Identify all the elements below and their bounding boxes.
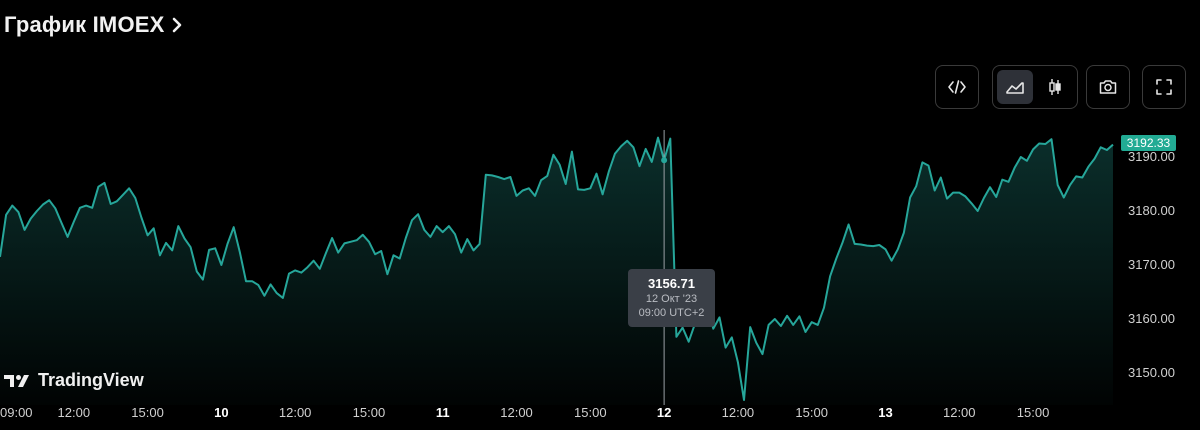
x-tick-label: 15:00: [353, 405, 386, 420]
y-tick-label: 3180.00: [1128, 203, 1175, 218]
chart-title-link[interactable]: График IMOEX: [4, 12, 183, 38]
crosshair-point: [661, 157, 668, 164]
chart-type-switcher: [992, 65, 1078, 109]
tradingview-logo-icon: [4, 374, 29, 387]
chevron-right-icon: [172, 17, 181, 33]
snapshot-button[interactable]: [1086, 65, 1130, 109]
x-tick-label: 10: [214, 405, 228, 420]
series-line: [0, 136, 1114, 401]
x-tick-label: 15:00: [574, 405, 607, 420]
tradingview-logo[interactable]: TradingView: [4, 370, 144, 391]
x-tick-label: 15:00: [1017, 405, 1050, 420]
tooltip-time: 09:00 UTC+2: [638, 307, 705, 319]
page-title: График IMOEX: [4, 12, 165, 37]
series-area-fill: [0, 137, 1113, 405]
embed-button-wrap: [935, 65, 979, 109]
x-tick-label: 09:00: [0, 405, 33, 420]
logo-text: TradingView: [38, 370, 144, 390]
tooltip-value: 3156.71: [648, 276, 695, 291]
x-tick-label: 15:00: [795, 405, 828, 420]
tooltip-date: 12 Окт '23: [645, 293, 698, 305]
y-tick-label: 3190.00: [1128, 149, 1175, 164]
last-price-badge: 3192.33: [1121, 135, 1176, 151]
crosshair-tooltip: 3156.71 12 Окт '23 09:00 UTC+2: [628, 269, 715, 327]
x-tick-label: 11: [436, 405, 450, 420]
fullscreen-icon: [1156, 79, 1172, 95]
snapshot-button-wrap: [1086, 65, 1130, 109]
candlestick-chart-button[interactable]: [1037, 70, 1073, 104]
x-tick-label: 13: [878, 405, 892, 420]
y-tick-label: 3150.00: [1128, 365, 1175, 380]
embed-code-button[interactable]: [935, 65, 979, 109]
code-icon: [948, 80, 966, 94]
x-tick-label: 12:00: [943, 405, 976, 420]
area-chart-icon: [1006, 82, 1024, 94]
candlestick-icon: [1049, 79, 1061, 95]
fullscreen-button-wrap: [1142, 65, 1186, 109]
fullscreen-button[interactable]: [1142, 65, 1186, 109]
x-tick-label: 12:00: [279, 405, 312, 420]
x-tick-label: 12:00: [58, 405, 91, 420]
x-tick-label: 15:00: [131, 405, 164, 420]
x-tick-label: 12:00: [500, 405, 533, 420]
x-tick-label: 12: [657, 405, 671, 420]
area-chart-button[interactable]: [997, 70, 1033, 104]
y-tick-label: 3160.00: [1128, 311, 1175, 326]
camera-icon: [1099, 80, 1117, 94]
x-tick-label: 12:00: [722, 405, 755, 420]
y-tick-label: 3170.00: [1128, 257, 1175, 272]
